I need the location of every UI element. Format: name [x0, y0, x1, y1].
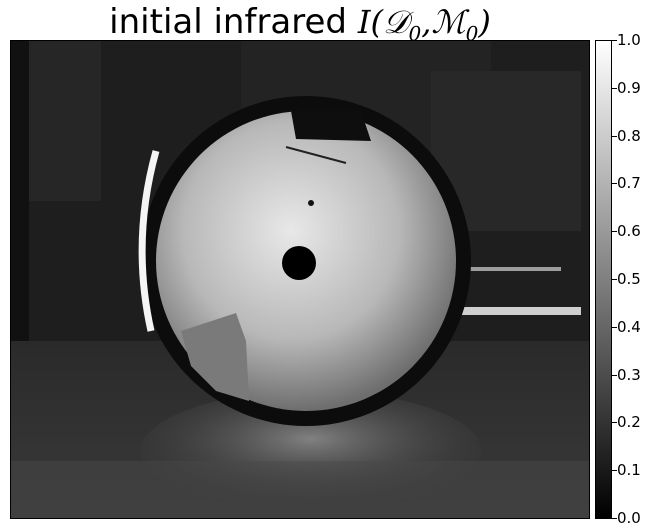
infrared-image-panel — [10, 40, 590, 519]
colorbar-tick — [611, 183, 617, 185]
colorbar-tick-label: 0.7 — [617, 174, 641, 193]
colorbar-tick-label: 0.6 — [617, 222, 641, 241]
colorbar-tick-label: 0.8 — [617, 126, 641, 145]
figure-title: initial infrared I(𝒟0,ℳ0) — [0, 2, 600, 53]
colorbar-tick — [611, 422, 617, 424]
colorbar-tick — [611, 87, 617, 89]
colorbar-tick-label: 0.9 — [617, 78, 641, 97]
colorbar — [595, 40, 612, 519]
colorbar-tick — [611, 470, 617, 472]
title-text: initial infrared — [109, 2, 347, 42]
title-math: I(𝒟0,ℳ0) — [357, 3, 491, 46]
sphere-center-hole — [282, 246, 316, 280]
sphere-top-notch — [291, 111, 371, 141]
sphere-small-dot — [308, 200, 314, 206]
bright-strip — [456, 307, 581, 315]
colorbar-tick-label: 0.3 — [617, 365, 641, 384]
colorbar-tick — [611, 231, 617, 233]
colorbar-tick-label: 0.5 — [617, 270, 641, 288]
floor-stripes — [11, 461, 589, 518]
sphere-shadow-patch — [181, 313, 249, 401]
sphere-scratch — [285, 146, 347, 164]
colorbar-tick-label: 0.1 — [617, 461, 641, 480]
colorbar-tick — [611, 374, 617, 376]
colorbar-tick-label: 0.0 — [617, 509, 641, 527]
floor-reflection — [141, 391, 481, 511]
colorbar-tick — [611, 326, 617, 328]
colorbar-tick-label: 0.4 — [617, 317, 641, 336]
bright-strip-upper — [461, 267, 561, 271]
colorbar-tick-label: 1.0 — [617, 31, 641, 49]
colorbar-tick — [611, 279, 617, 280]
colorbar-tick — [611, 40, 617, 41]
sphere-left-highlight — [138, 150, 160, 332]
colorbar-tick — [611, 518, 617, 519]
colorbar-tick — [611, 135, 617, 137]
infrared-image — [11, 41, 589, 518]
colorbar-tick-label: 0.2 — [617, 413, 641, 432]
